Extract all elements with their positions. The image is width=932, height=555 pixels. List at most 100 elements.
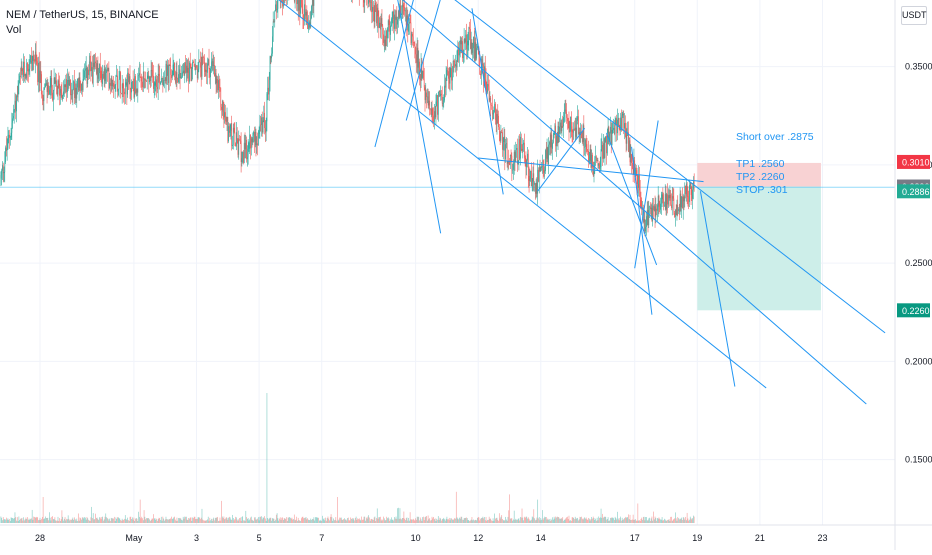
volume-bar bbox=[675, 518, 677, 523]
candle bbox=[221, 100, 223, 110]
volume-bar bbox=[242, 516, 244, 523]
candle bbox=[105, 72, 107, 82]
volume-bar bbox=[129, 516, 131, 523]
volume-bar bbox=[387, 517, 389, 523]
candle bbox=[275, 4, 277, 11]
candle bbox=[181, 76, 182, 78]
volume-bar bbox=[336, 520, 337, 523]
volume-bar bbox=[431, 516, 433, 523]
candle bbox=[673, 198, 675, 213]
volume-bar bbox=[421, 521, 423, 523]
volume-bar bbox=[389, 520, 391, 523]
volume-bar bbox=[673, 518, 675, 523]
candle bbox=[31, 55, 32, 64]
candle bbox=[311, 0, 313, 7]
time-tick-label: 10 bbox=[411, 533, 421, 543]
volume-bar bbox=[18, 516, 20, 523]
candle bbox=[277, 0, 279, 9]
currency-button[interactable]: USDT bbox=[901, 6, 927, 25]
volume-bar bbox=[552, 517, 553, 523]
volume-bar bbox=[466, 518, 468, 523]
volume-bar bbox=[511, 518, 513, 523]
candle bbox=[27, 63, 28, 72]
candle bbox=[258, 131, 260, 135]
volume-bar bbox=[79, 517, 81, 523]
candle bbox=[139, 73, 141, 78]
candle bbox=[212, 61, 214, 66]
volume-bar bbox=[410, 519, 412, 523]
candle bbox=[129, 76, 131, 90]
candle bbox=[526, 160, 528, 168]
candle bbox=[585, 139, 586, 147]
volume-bar bbox=[163, 518, 164, 523]
candle bbox=[220, 87, 222, 107]
volume-bar bbox=[529, 520, 531, 523]
volume-bar bbox=[363, 516, 365, 523]
symbol-title[interactable]: NEM / TetherUS, 15, BINANCE bbox=[6, 9, 159, 21]
volume-bar bbox=[693, 515, 694, 523]
candle bbox=[132, 81, 134, 88]
volume-bar bbox=[385, 520, 387, 523]
volume-bar bbox=[450, 518, 452, 523]
candle bbox=[243, 142, 245, 163]
volume-bar bbox=[204, 520, 206, 523]
volume-bar bbox=[371, 518, 373, 523]
volume-bar bbox=[73, 519, 74, 523]
candle bbox=[453, 60, 455, 62]
candle bbox=[408, 22, 410, 24]
candle bbox=[34, 51, 36, 62]
volume-bar bbox=[455, 518, 456, 523]
volume-indicator-label[interactable]: Vol bbox=[6, 24, 22, 36]
candle bbox=[609, 133, 611, 142]
volume-bar bbox=[189, 518, 190, 523]
candle bbox=[16, 95, 17, 112]
candle bbox=[61, 92, 63, 99]
candle bbox=[23, 61, 24, 77]
candle bbox=[118, 79, 120, 90]
candle bbox=[210, 68, 211, 78]
volume-bar bbox=[20, 518, 21, 523]
candle bbox=[103, 74, 104, 79]
volume-bar bbox=[259, 516, 261, 523]
candle bbox=[653, 206, 655, 211]
volume-bar bbox=[278, 520, 280, 523]
candle bbox=[146, 80, 147, 82]
volume-bar bbox=[125, 519, 127, 523]
candle bbox=[621, 117, 622, 131]
volume-bar bbox=[671, 520, 673, 523]
candle bbox=[20, 66, 22, 77]
candle bbox=[689, 182, 691, 186]
price-tick-label: 0.2500 bbox=[905, 258, 932, 268]
candle bbox=[300, 0, 301, 14]
volume-bar bbox=[149, 519, 150, 523]
volume-bar bbox=[547, 518, 549, 523]
candle bbox=[87, 69, 89, 84]
candle bbox=[538, 169, 539, 182]
candle bbox=[592, 154, 593, 168]
candle bbox=[454, 61, 456, 67]
volume-bar bbox=[21, 517, 23, 523]
candle bbox=[35, 51, 37, 62]
candle bbox=[386, 30, 387, 39]
volume-bar bbox=[321, 520, 323, 523]
volume-bar bbox=[616, 519, 618, 523]
candle bbox=[312, 0, 314, 6]
candle bbox=[246, 139, 247, 160]
candle bbox=[311, 6, 312, 18]
volume-bar bbox=[277, 518, 279, 523]
trend-line bbox=[537, 127, 586, 192]
volume-bar bbox=[409, 512, 411, 523]
volume-bar bbox=[84, 517, 85, 523]
candle bbox=[174, 63, 175, 78]
trend-line bbox=[606, 132, 658, 266]
volume-bar bbox=[513, 519, 514, 523]
candle bbox=[536, 182, 538, 194]
volume-bar bbox=[381, 519, 383, 523]
candle bbox=[208, 59, 210, 70]
candle bbox=[43, 88, 45, 102]
volume-bar bbox=[128, 520, 129, 523]
volume-bar bbox=[524, 516, 525, 523]
